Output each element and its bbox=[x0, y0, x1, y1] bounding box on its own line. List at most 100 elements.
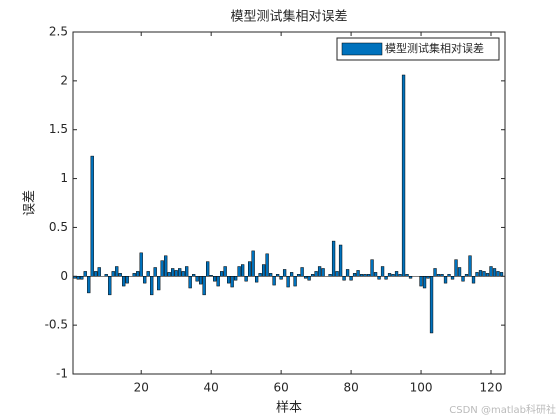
x-tick-label: 100 bbox=[410, 381, 433, 395]
bar bbox=[213, 276, 217, 282]
bar bbox=[338, 244, 343, 277]
y-tick-label: 1 bbox=[60, 171, 68, 185]
bar bbox=[450, 276, 455, 280]
x-tick-label: 120 bbox=[480, 381, 503, 395]
bar bbox=[408, 276, 413, 279]
bar bbox=[363, 274, 367, 277]
bar bbox=[391, 274, 395, 277]
bar bbox=[342, 276, 346, 281]
bar bbox=[454, 259, 458, 277]
bar bbox=[492, 268, 497, 277]
bar bbox=[258, 273, 262, 277]
bar bbox=[405, 274, 409, 277]
y-tick-label: 1.5 bbox=[49, 122, 68, 136]
bar bbox=[468, 255, 472, 277]
bar bbox=[206, 261, 210, 277]
bar bbox=[279, 276, 283, 280]
bar bbox=[174, 270, 178, 277]
bar bbox=[261, 264, 266, 277]
bar bbox=[132, 273, 136, 277]
bar bbox=[136, 271, 140, 277]
bar bbox=[289, 272, 294, 277]
bar bbox=[171, 268, 175, 277]
bar bbox=[307, 276, 311, 281]
bar bbox=[394, 271, 399, 277]
bar bbox=[157, 276, 161, 291]
bar bbox=[160, 260, 164, 277]
x-axis-label: 样本 bbox=[276, 401, 302, 416]
bar bbox=[370, 259, 374, 277]
bar bbox=[275, 274, 280, 277]
bar bbox=[223, 266, 227, 277]
bar bbox=[286, 276, 290, 288]
bar bbox=[83, 271, 87, 277]
bar bbox=[482, 271, 486, 277]
bar bbox=[349, 276, 353, 281]
bar bbox=[296, 274, 301, 277]
bar bbox=[471, 276, 476, 284]
bar bbox=[216, 276, 220, 287]
bar bbox=[111, 271, 115, 277]
bar bbox=[265, 253, 269, 277]
bar bbox=[377, 276, 381, 280]
bar bbox=[380, 266, 385, 277]
bar bbox=[345, 269, 350, 277]
y-tick-label: 2 bbox=[60, 73, 68, 87]
bar bbox=[230, 276, 234, 288]
bar bbox=[244, 276, 248, 282]
x-tick-label: 60 bbox=[273, 381, 288, 395]
bar bbox=[118, 273, 122, 277]
bar bbox=[433, 268, 437, 277]
bar bbox=[195, 276, 199, 282]
bar bbox=[108, 276, 112, 296]
bar bbox=[328, 274, 332, 277]
bar bbox=[146, 271, 150, 277]
bar bbox=[139, 252, 143, 277]
bar bbox=[300, 267, 304, 277]
bar bbox=[181, 271, 185, 277]
bar bbox=[143, 276, 147, 284]
legend-swatch bbox=[341, 42, 383, 56]
chart-title: 模型测试集相对误差 bbox=[230, 9, 347, 25]
bar bbox=[104, 274, 108, 277]
bar bbox=[220, 271, 224, 277]
bar bbox=[97, 267, 101, 277]
bar bbox=[247, 261, 252, 277]
bar bbox=[153, 267, 157, 277]
y-tick-label: 2.5 bbox=[49, 25, 68, 39]
x-tick-label: 20 bbox=[134, 381, 149, 395]
bar bbox=[310, 274, 315, 277]
y-tick-label: 0 bbox=[60, 269, 68, 283]
bar bbox=[387, 273, 392, 277]
y-tick-label: -1 bbox=[56, 367, 68, 381]
bar bbox=[185, 266, 189, 277]
bar bbox=[443, 276, 448, 284]
bar bbox=[321, 268, 325, 277]
bar bbox=[80, 276, 84, 280]
bar bbox=[122, 276, 126, 287]
bar bbox=[317, 266, 322, 277]
bar bbox=[167, 272, 171, 277]
bar bbox=[398, 274, 402, 277]
bar bbox=[447, 274, 451, 277]
bar bbox=[457, 267, 462, 277]
bar bbox=[352, 273, 357, 277]
bar bbox=[199, 276, 203, 285]
bar bbox=[293, 276, 297, 287]
bar bbox=[314, 271, 318, 277]
bar bbox=[178, 268, 182, 277]
bar bbox=[419, 276, 423, 287]
bar bbox=[115, 266, 119, 277]
watermark: CSDN @matlab科研社 bbox=[449, 403, 556, 416]
bar bbox=[192, 274, 196, 277]
bar bbox=[478, 270, 483, 277]
bar bbox=[464, 274, 469, 277]
bar bbox=[356, 270, 360, 277]
bar bbox=[384, 276, 388, 280]
bar bbox=[234, 276, 238, 281]
bar bbox=[373, 272, 378, 277]
bar bbox=[461, 276, 465, 282]
bar bbox=[164, 255, 168, 277]
bar bbox=[188, 276, 192, 289]
bar bbox=[422, 276, 427, 289]
